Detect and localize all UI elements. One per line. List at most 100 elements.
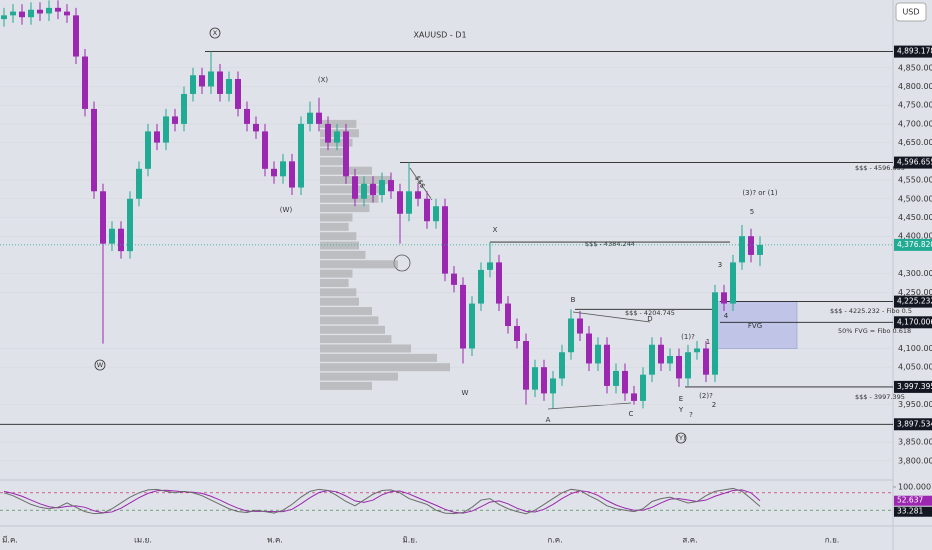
candle-body xyxy=(550,378,556,394)
y-tick-label: 4,750.000 xyxy=(898,101,932,110)
level-note: $$$ - 4384.244 xyxy=(585,240,635,248)
candle-body xyxy=(1,15,7,20)
y-tick-label: 4,100.000 xyxy=(898,344,932,353)
wave-label: (2)? xyxy=(699,392,713,400)
price-tag-label: 4,170.006 xyxy=(897,317,932,326)
y-tick-label: 3,950.000 xyxy=(898,400,932,409)
wave-label: 2 xyxy=(712,401,716,409)
candle-body xyxy=(316,112,322,124)
price-tag-label: 4,596.655 xyxy=(897,158,932,167)
candle-body xyxy=(343,131,349,177)
wave-label: E xyxy=(679,395,683,403)
wave-label: W xyxy=(97,361,104,369)
candle-body xyxy=(595,344,601,364)
wave-label: W xyxy=(462,389,469,397)
wave-label: 3 xyxy=(718,261,722,269)
oscillator-tick-label: 100.000 xyxy=(898,483,931,492)
candle-body xyxy=(460,284,466,349)
volume-profile-bar xyxy=(320,232,357,241)
candle-body xyxy=(127,198,133,252)
level-note: $$$ - 4204.745 xyxy=(625,309,675,317)
volume-profile-bar xyxy=(320,381,372,390)
candle-body xyxy=(280,161,286,177)
wave-label: (W) xyxy=(280,206,293,214)
candle-body xyxy=(757,244,763,255)
volume-profile-bar xyxy=(320,325,385,334)
candle-body xyxy=(379,180,385,196)
x-tick-label: ส.ค. xyxy=(682,536,697,545)
candle-body xyxy=(577,318,583,334)
candle-body xyxy=(415,191,421,199)
candle-body xyxy=(298,123,304,188)
annotation-circle xyxy=(94,359,106,371)
level-note: $$$ - 3997.395 xyxy=(855,393,905,401)
candle-body xyxy=(73,15,79,57)
currency-box[interactable] xyxy=(895,2,927,22)
candle-body xyxy=(163,116,169,143)
candle-body xyxy=(181,93,187,124)
wave-label: A xyxy=(546,416,551,424)
currency: USD xyxy=(902,8,919,17)
price-tag-label: 3,897.534 xyxy=(897,419,932,428)
y-tick-label: 4,650.000 xyxy=(898,138,932,147)
candle-body xyxy=(235,78,241,109)
volume-profile-bar xyxy=(320,316,379,325)
candle-body xyxy=(739,236,745,263)
trend-line xyxy=(547,402,632,410)
x-tick-label: ก.ค. xyxy=(547,536,562,545)
candle-body xyxy=(55,7,61,12)
price-tag xyxy=(894,295,932,308)
level-note: 50% FVG = Fibo 0.618 xyxy=(838,327,911,335)
wave-label: FVG xyxy=(748,322,762,330)
last-price-tag xyxy=(894,238,932,251)
candle-body xyxy=(361,183,367,199)
volume-profile-bar xyxy=(320,363,450,372)
candle-body xyxy=(541,367,547,394)
candle-body xyxy=(262,131,268,169)
candle-body xyxy=(64,11,70,16)
volume-profile-bar xyxy=(320,288,357,297)
candle-body xyxy=(523,341,529,390)
candle-body xyxy=(37,9,43,14)
volume-profile-bar xyxy=(320,119,357,128)
y-tick-label: 4,250.000 xyxy=(898,288,932,297)
candle-body xyxy=(514,326,520,342)
volume-profile-bar xyxy=(320,250,366,259)
candle-body xyxy=(559,352,565,379)
candle-body xyxy=(622,370,628,394)
x-tick-label: เม.ย. xyxy=(134,536,152,545)
wave-label: C xyxy=(629,410,634,418)
candle-body xyxy=(118,228,124,252)
candle-body xyxy=(253,123,259,132)
candle-body xyxy=(91,108,97,192)
candle-body xyxy=(352,176,358,199)
candle-body xyxy=(28,9,34,18)
oscillator-line xyxy=(3,489,761,514)
y-tick-label: 4,300.000 xyxy=(898,269,932,278)
wave-label: 5 xyxy=(750,208,754,216)
candle-body xyxy=(307,112,313,124)
wave-label: (3)? or (1) xyxy=(742,189,777,197)
volume-profile-bar xyxy=(320,297,359,306)
volume-profile-bar xyxy=(320,157,346,166)
wave-label: X xyxy=(493,226,498,234)
wave-label: D xyxy=(647,315,652,323)
candle-body xyxy=(271,168,277,177)
y-tick-label: 4,800.000 xyxy=(898,82,932,91)
candle-body xyxy=(397,191,403,214)
candle-body xyxy=(172,116,178,124)
candle-body xyxy=(424,198,430,222)
candle-body xyxy=(370,183,376,196)
candle-body xyxy=(676,355,682,379)
wave-label: 1 xyxy=(706,338,710,346)
candle-body xyxy=(586,333,592,364)
candle-body xyxy=(217,71,223,94)
volume-profile-bar xyxy=(320,372,398,381)
candle-body xyxy=(613,370,619,386)
oscillator-tag-label: 33.281 xyxy=(897,507,923,516)
y-tick-label: 4,700.000 xyxy=(898,119,932,128)
y-tick-label: 4,500.000 xyxy=(898,194,932,203)
candle-body xyxy=(631,393,637,401)
